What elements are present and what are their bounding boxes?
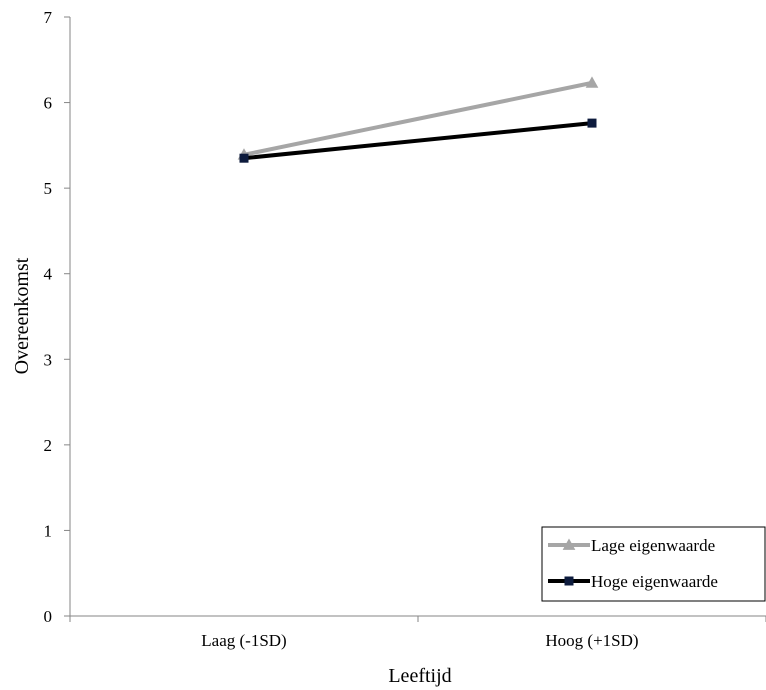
y-tick-label: 7 [44,8,53,27]
y-tick-label: 6 [44,94,53,113]
square-marker [239,153,249,163]
legend-entry: Lage eigenwaarde [548,536,715,555]
series-0 [237,76,599,160]
series-1 [239,118,597,163]
legend-box [541,526,766,602]
x-tick-label: Hoog (+1SD) [545,631,638,650]
series-layer [237,76,599,163]
y-tick-label: 0 [44,607,53,626]
x-ticks: Laag (-1SD) Hoog (+1SD) [69,616,766,650]
legend: Lage eigenwaarde Hoge eigenwaarde [541,526,766,602]
series-line [243,121,593,161]
legend-items: Lage eigenwaarde Hoge eigenwaarde [548,536,718,591]
x-axis-title: Leeftijd [388,665,451,687]
legend-label: Lage eigenwaarde [591,536,715,555]
y-axis: 0 1 2 3 4 5 6 7 [44,8,71,626]
y-tick-label: 4 [44,265,53,284]
y-tick-label: 2 [44,436,53,455]
y-tick-label: 3 [44,350,53,369]
y-axis-title: Overeenkomst [11,257,33,374]
square-marker [587,118,597,128]
y-tick-label: 1 [44,521,53,540]
legend-entry: Hoge eigenwaarde [548,572,718,591]
y-ticks: 0 1 2 3 4 5 6 7 [44,8,70,626]
square-marker [564,576,574,586]
y-tick-label: 5 [44,179,53,198]
triangle-marker [585,76,599,88]
x-axis: Laag (-1SD) Hoog (+1SD) [69,615,766,650]
x-tick-label: Laag (-1SD) [201,631,286,650]
triangle-marker [562,538,576,550]
series-line [243,80,593,157]
legend-label: Hoge eigenwaarde [591,572,718,591]
